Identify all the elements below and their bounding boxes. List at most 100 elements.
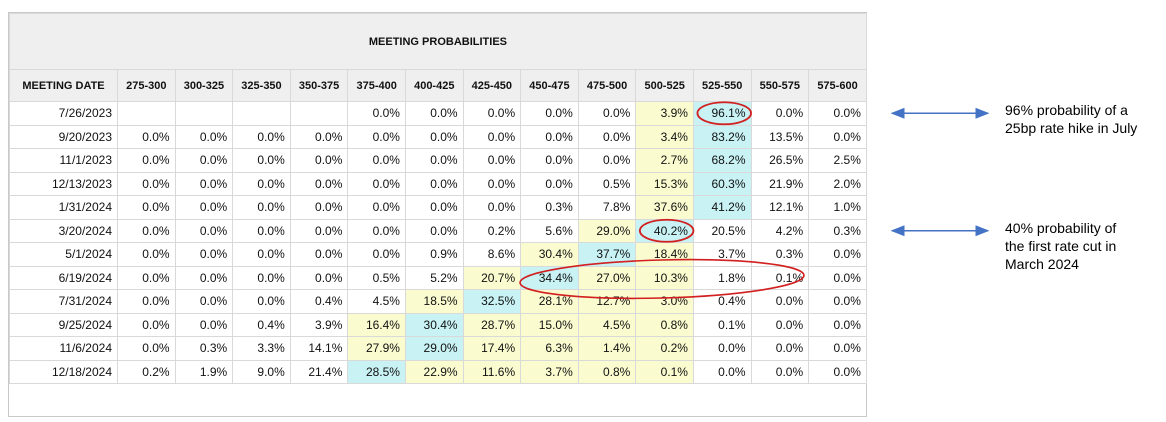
probability-cell: 40.2% [635, 218, 694, 243]
probability-cell: 0.0% [117, 195, 176, 220]
probability-cell: 0.0% [289, 265, 349, 290]
probability-cell: 0.0% [117, 336, 176, 361]
meeting-date-cell: 11/1/2023 [9, 148, 118, 173]
probability-cell: 0.0% [117, 148, 176, 173]
probability-cell: 0.0% [462, 101, 522, 126]
probability-cell: 3.9% [635, 101, 694, 126]
probability-cell: 0.2% [635, 336, 694, 361]
probability-cell: 0.1% [635, 359, 694, 384]
probability-cell: 0.4% [692, 289, 752, 314]
probability-cell: 0.0% [750, 359, 810, 384]
probability-cell: 0.0% [117, 242, 176, 267]
probability-cell: 0.0% [289, 124, 349, 149]
table-row: 12/13/2023 0.0% 0.0% 0.0% 0.0% 0.0% 0.0% 0.0% 0.… [9, 171, 867, 196]
probability-cell: 0.0% [347, 195, 406, 220]
probability-cell: 11.6% [462, 359, 522, 384]
probability-cell: 0.0% [174, 242, 234, 267]
probability-cell: 0.3% [808, 218, 867, 243]
probability-cell: 0.0% [808, 242, 867, 267]
probability-cell: 3.0% [635, 289, 694, 314]
table-row: 9/20/2023 0.0% 0.0% 0.0% 0.0% 0.0% 0.0% 0.0% 0.0… [9, 124, 867, 149]
table-row: 11/6/2024 0.0% 0.3% 3.3% 14.1% 27.9% 29.0% 17.4… [9, 336, 867, 361]
probability-cell: 0.0% [577, 124, 637, 149]
probability-cell: 0.0% [117, 124, 176, 149]
probability-cell: 0.2% [117, 359, 176, 384]
column-header-425-450: 425-450 [462, 69, 522, 102]
meeting-date-cell: 1/31/2024 [9, 195, 118, 220]
meeting-date-cell: 9/25/2024 [9, 312, 118, 337]
probability-cell: 28.5% [347, 359, 406, 384]
column-header-500-525: 500-525 [635, 69, 694, 102]
probability-cell: 0.0% [232, 265, 291, 290]
probability-cell: 0.0% [174, 195, 234, 220]
probability-cell: 0.0% [577, 148, 637, 173]
meeting-probabilities-table: MEETING PROBABILITIES MEETING DATE 275-30… [9, 13, 867, 384]
probability-cell: 0.0% [117, 289, 176, 314]
meeting-date-cell: 5/1/2024 [9, 242, 118, 267]
probability-cell: 34.4% [520, 265, 579, 290]
probability-cell [174, 101, 234, 126]
probability-cell: 0.3% [174, 336, 234, 361]
probability-cell: 26.5% [750, 148, 810, 173]
probability-cell: 83.2% [692, 124, 752, 149]
meeting-date-cell: 7/31/2024 [9, 289, 118, 314]
column-header-meeting-date: MEETING DATE [9, 69, 118, 102]
probability-cell: 0.0% [520, 171, 579, 196]
probability-cell: 0.0% [462, 195, 522, 220]
probability-cell: 0.0% [232, 148, 291, 173]
probability-cell: 0.0% [289, 195, 349, 220]
annotation-line: 96% probability of a [1005, 102, 1128, 119]
probability-cell: 3.9% [289, 312, 349, 337]
probability-cell: 4.2% [750, 218, 810, 243]
probability-cell: 0.0% [404, 124, 464, 149]
probability-cell: 0.0% [520, 148, 579, 173]
probability-cell: 20.5% [692, 218, 752, 243]
probability-cell: 0.0% [347, 242, 406, 267]
probability-cell: 0.0% [692, 359, 752, 384]
probability-cell: 0.0% [174, 148, 234, 173]
table-row: 7/31/2024 0.0% 0.0% 0.0% 0.4% 4.5% 18.5% 32.5% 2… [9, 289, 867, 314]
column-header-550-575: 550-575 [750, 69, 810, 102]
probability-cell: 0.0% [520, 101, 579, 126]
probability-cell: 0.0% [347, 101, 406, 126]
table-row: 3/20/2024 0.0% 0.0% 0.0% 0.0% 0.0% 0.0% 0.2% 5.6… [9, 218, 867, 243]
probability-cell: 30.4% [520, 242, 579, 267]
probability-cell: 3.3% [232, 336, 291, 361]
meeting-date-cell: 6/19/2024 [9, 265, 118, 290]
probability-cell: 29.0% [404, 336, 464, 361]
probability-cell: 5.2% [404, 265, 464, 290]
probability-cell: 0.0% [404, 148, 464, 173]
probability-cell: 0.0% [174, 218, 234, 243]
column-header-row: MEETING DATE 275-300 300-325 325-350 350-375… [9, 69, 867, 102]
probability-cell: 8.6% [462, 242, 522, 267]
column-header-350-375: 350-375 [289, 69, 349, 102]
table-row: 9/25/2024 0.0% 0.0% 0.4% 3.9% 16.4% 30.4% 28.7%… [9, 312, 867, 337]
probability-cell: 4.5% [347, 289, 406, 314]
column-header-525-550: 525-550 [692, 69, 752, 102]
probability-cell: 0.0% [808, 124, 867, 149]
table-title: MEETING PROBABILITIES [9, 13, 867, 70]
column-header-325-350: 325-350 [232, 69, 291, 102]
table-row: 11/1/2023 0.0% 0.0% 0.0% 0.0% 0.0% 0.0% 0.0% 0.0… [9, 148, 867, 173]
probability-cell: 3.4% [635, 124, 694, 149]
probability-cell: 0.0% [750, 336, 810, 361]
probability-cell: 0.0% [232, 289, 291, 314]
probability-cell: 0.0% [232, 242, 291, 267]
probability-cell: 0.8% [635, 312, 694, 337]
table-row: 1/31/2024 0.0% 0.0% 0.0% 0.0% 0.0% 0.0% 0.0% 0.3… [9, 195, 867, 220]
probability-cell: 96.1% [692, 101, 752, 126]
probability-cell: 0.0% [808, 101, 867, 126]
probability-cell: 0.0% [404, 218, 464, 243]
probability-cell: 0.0% [347, 148, 406, 173]
annotation-line: March 2024 [1005, 255, 1079, 272]
probability-cell: 0.9% [404, 242, 464, 267]
table-row: 5/1/2024 0.0% 0.0% 0.0% 0.0% 0.0% 0.9% 8.6% 30.4… [9, 242, 867, 267]
probability-cell: 0.0% [232, 195, 291, 220]
probability-cell: 37.7% [577, 242, 637, 267]
probability-cell: 0.0% [289, 242, 349, 267]
probability-cell: 0.0% [347, 218, 406, 243]
probability-cell: 2.5% [808, 148, 867, 173]
probability-cell: 0.3% [750, 242, 810, 267]
annotation-line: 40% probability of [1005, 219, 1117, 236]
probability-cell: 2.0% [808, 171, 867, 196]
